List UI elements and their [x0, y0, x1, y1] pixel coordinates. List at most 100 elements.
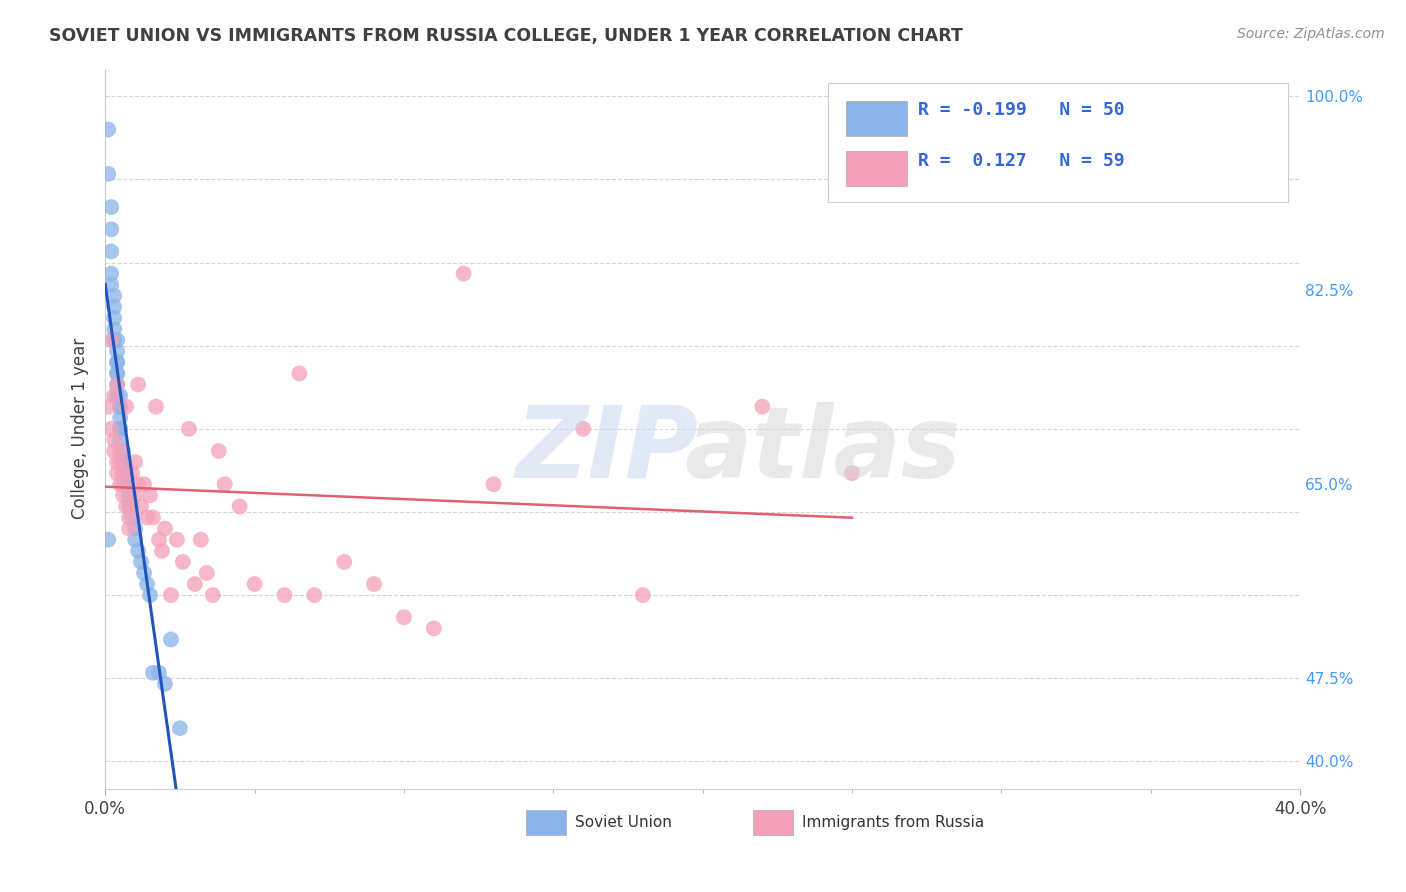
- Point: [105, 377, 128, 392]
- Point: [105, 367, 128, 381]
- FancyBboxPatch shape: [752, 810, 793, 835]
- Point: [177, 422, 200, 436]
- Point: [112, 477, 135, 491]
- Point: [100, 333, 122, 347]
- Point: [115, 477, 138, 491]
- Point: [108, 422, 131, 436]
- Text: Soviet Union: Soviet Union: [575, 814, 672, 830]
- Point: [108, 400, 131, 414]
- Text: ZIP: ZIP: [516, 402, 699, 499]
- Point: [124, 488, 146, 502]
- Point: [105, 355, 128, 369]
- Point: [108, 455, 131, 469]
- Point: [100, 267, 122, 281]
- Point: [103, 289, 125, 303]
- Point: [105, 333, 128, 347]
- Point: [112, 455, 135, 469]
- Point: [105, 355, 128, 369]
- Point: [97, 167, 120, 181]
- Point: [751, 400, 773, 414]
- Point: [195, 566, 218, 580]
- Point: [288, 367, 311, 381]
- FancyBboxPatch shape: [846, 101, 907, 136]
- Point: [115, 500, 138, 514]
- Point: [108, 444, 131, 458]
- Point: [105, 377, 128, 392]
- Point: [100, 277, 122, 292]
- Point: [190, 533, 212, 547]
- Point: [121, 500, 143, 514]
- Point: [105, 466, 128, 480]
- Point: [105, 367, 128, 381]
- Point: [100, 200, 122, 214]
- Point: [103, 388, 125, 402]
- Point: [145, 400, 167, 414]
- Point: [142, 665, 165, 680]
- Point: [136, 510, 159, 524]
- Point: [124, 533, 146, 547]
- Point: [103, 444, 125, 458]
- Text: Immigrants from Russia: Immigrants from Russia: [801, 814, 984, 830]
- Point: [304, 588, 326, 602]
- Point: [142, 510, 165, 524]
- Point: [112, 488, 135, 502]
- Point: [115, 477, 138, 491]
- Point: [228, 500, 250, 514]
- Point: [121, 466, 143, 480]
- Point: [841, 466, 863, 480]
- Point: [127, 377, 149, 392]
- Point: [201, 588, 224, 602]
- FancyBboxPatch shape: [526, 810, 567, 835]
- Text: atlas: atlas: [683, 402, 960, 499]
- Point: [124, 522, 146, 536]
- Point: [423, 621, 446, 635]
- Point: [129, 555, 152, 569]
- Point: [112, 466, 135, 480]
- Point: [105, 388, 128, 402]
- Point: [169, 721, 191, 735]
- Point: [97, 122, 120, 136]
- Point: [115, 400, 138, 414]
- Point: [121, 510, 143, 524]
- Point: [572, 422, 595, 436]
- Point: [243, 577, 266, 591]
- Point: [108, 400, 131, 414]
- Point: [118, 488, 141, 502]
- Point: [108, 422, 131, 436]
- Point: [184, 577, 207, 591]
- Point: [100, 244, 122, 259]
- Point: [333, 555, 356, 569]
- Point: [127, 543, 149, 558]
- Point: [166, 533, 188, 547]
- Point: [112, 444, 135, 458]
- FancyBboxPatch shape: [828, 83, 1288, 202]
- Point: [105, 344, 128, 359]
- Point: [363, 577, 385, 591]
- Point: [127, 477, 149, 491]
- Point: [160, 588, 183, 602]
- Point: [150, 543, 173, 558]
- Point: [482, 477, 505, 491]
- Point: [136, 577, 159, 591]
- Point: [108, 388, 131, 402]
- Point: [160, 632, 183, 647]
- Point: [97, 533, 120, 547]
- FancyBboxPatch shape: [846, 152, 907, 186]
- Point: [132, 566, 155, 580]
- Point: [148, 665, 170, 680]
- Point: [631, 588, 654, 602]
- Point: [118, 522, 141, 536]
- Point: [208, 444, 231, 458]
- Point: [108, 433, 131, 447]
- Text: Source: ZipAtlas.com: Source: ZipAtlas.com: [1237, 27, 1385, 41]
- Point: [97, 400, 120, 414]
- Point: [115, 466, 138, 480]
- Point: [172, 555, 194, 569]
- Point: [139, 588, 162, 602]
- Point: [108, 410, 131, 425]
- Point: [453, 267, 475, 281]
- Point: [214, 477, 236, 491]
- Point: [100, 222, 122, 236]
- Point: [105, 455, 128, 469]
- Point: [273, 588, 295, 602]
